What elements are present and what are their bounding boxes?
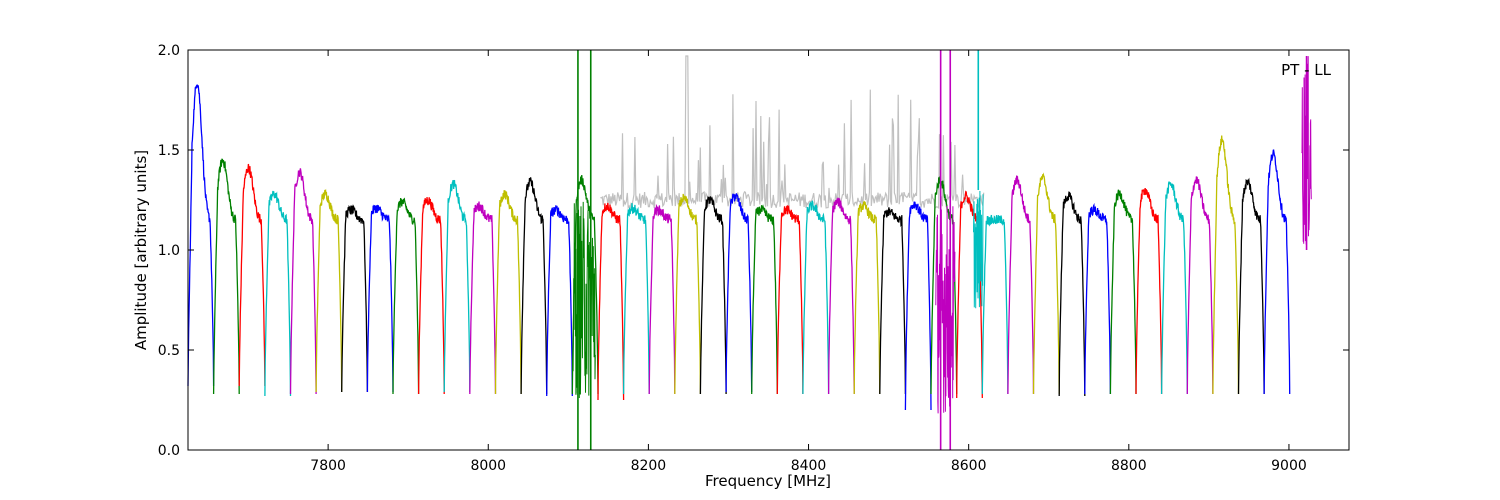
y-tick-label: 2.0: [158, 43, 180, 59]
channel-line-36: [1109, 189, 1137, 395]
channel-line-1: [212, 158, 240, 395]
x-tick-label: 8000: [470, 458, 506, 474]
y-tick-label: 1.5: [158, 143, 180, 159]
channel-line-31: [981, 214, 1009, 395]
rfi-features: [572, 50, 1312, 450]
x-axis-label: Frequency [MHz]: [705, 472, 831, 490]
channel-line-8: [392, 197, 420, 395]
x-tick-label: 8800: [1111, 458, 1147, 474]
channel-line-42: [1263, 149, 1291, 395]
channel-line-37: [1135, 187, 1163, 395]
x-tick-label: 7800: [310, 458, 346, 474]
channel-line-20: [699, 196, 727, 395]
channel-line-34: [1058, 191, 1086, 397]
rfi-band-3: [1301, 56, 1312, 245]
channel-line-3: [264, 190, 292, 397]
channel-line-41: [1237, 177, 1265, 395]
x-tick-label: 9000: [1271, 458, 1307, 474]
channel-line-32: [1007, 175, 1035, 395]
background-line: [600, 55, 985, 210]
channel-line-5: [315, 188, 343, 393]
x-tick-label: 8600: [951, 458, 987, 474]
channel-line-33: [1032, 172, 1060, 395]
channel-line-25: [827, 197, 855, 395]
channel-line-27: [879, 207, 907, 395]
channel-line-35: [1084, 202, 1112, 395]
channel-line-17: [622, 203, 650, 395]
channel-line-24: [802, 200, 830, 395]
channel-line-12: [494, 190, 522, 395]
channel-line-0: [187, 83, 215, 387]
rfi-band-1: [935, 205, 956, 414]
channel-line-39: [1186, 176, 1214, 395]
channel-line-7: [366, 204, 394, 393]
channel-series: [187, 83, 1291, 411]
channel-line-6: [341, 204, 369, 393]
channel-line-26: [853, 200, 881, 395]
chart-annotation: PT - LL: [1281, 61, 1332, 79]
y-tick-label: 1.0: [158, 243, 180, 259]
channel-line-9: [417, 197, 445, 395]
rfi-band-2: [973, 190, 984, 309]
channel-line-11: [469, 201, 497, 395]
channel-line-21: [725, 193, 753, 393]
channel-line-10: [443, 179, 471, 393]
channel-line-14: [546, 205, 573, 397]
channel-line-16: [597, 202, 625, 401]
x-tick-label: 8400: [791, 458, 827, 474]
channel-line-18: [648, 203, 676, 395]
background-series: [600, 55, 985, 210]
channel-line-40: [1212, 135, 1240, 395]
channel-line-28: [904, 201, 932, 411]
channel-line-13: [520, 177, 548, 395]
channel-line-22: [751, 204, 778, 395]
channel-line-15: [571, 175, 599, 395]
channel-line-4: [289, 168, 317, 395]
y-tick-label: 0.5: [158, 343, 180, 359]
channel-line-2: [238, 163, 266, 387]
y-axis: 0.0 0.5 1.0 1.5 2.0: [158, 43, 1349, 459]
x-axis: 7800 8000 8200 8400 8600 8800 9000: [310, 50, 1307, 474]
channel-line-38: [1160, 181, 1188, 395]
channel-line-19: [674, 193, 702, 395]
rfi-band-0: [572, 201, 596, 399]
y-axis-label: Amplitude [arbitrary units]: [132, 150, 150, 350]
x-tick-label: 8200: [631, 458, 667, 474]
channel-line-23: [776, 204, 804, 395]
plot-area: [188, 50, 1349, 450]
y-tick-label: 0.0: [158, 443, 180, 459]
